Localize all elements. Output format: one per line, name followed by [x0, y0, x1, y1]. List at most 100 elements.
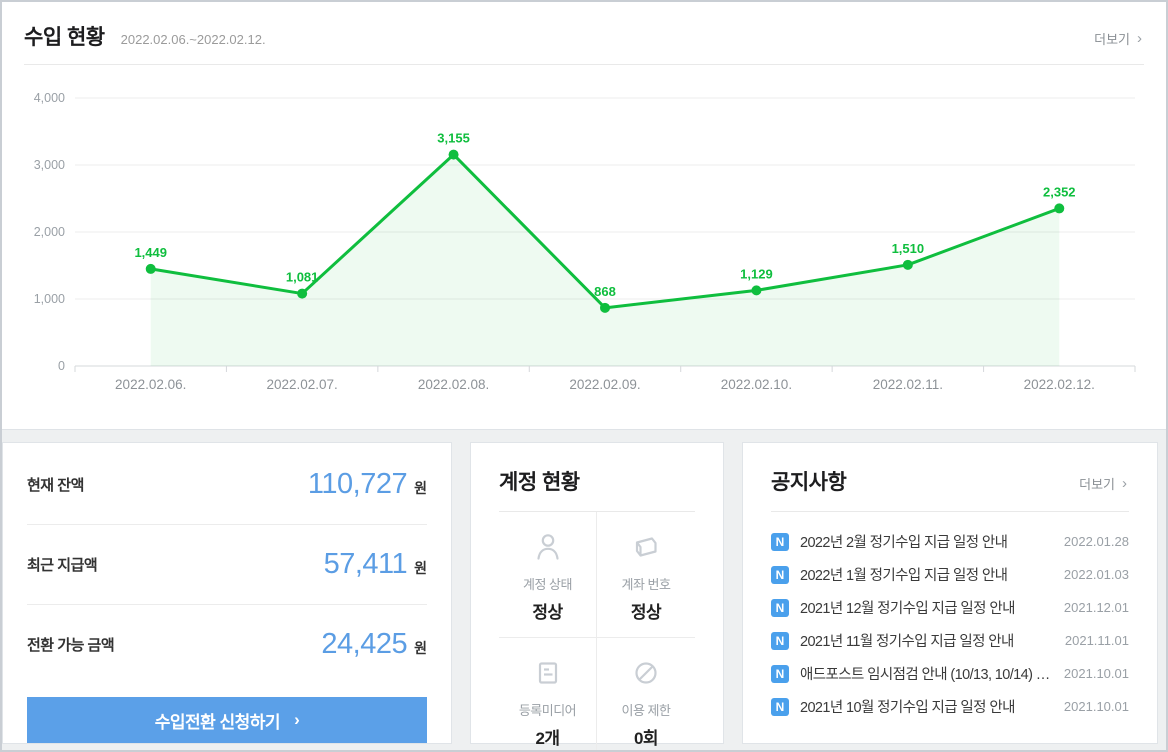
chart-point-label: 1,510: [892, 241, 925, 256]
notice-title: 2022년 1월 정기수입 지급 일정 안내: [800, 568, 1008, 584]
chart-point: [448, 149, 459, 160]
notice-item[interactable]: N 2021년 12월 정기수입 지급 일정 안내 2021.12.01: [771, 591, 1129, 624]
account-status-cell: 등록미디어 2개: [499, 638, 597, 750]
notice-badge-icon: N: [771, 631, 789, 650]
notice-item[interactable]: N 애드포스트 임시점검 안내 (10/13, 10/14) … 2021.10.0…: [771, 657, 1129, 690]
notice-badge-icon: N: [771, 598, 789, 617]
balance-row: 최근 지급액 57,411 원: [27, 525, 427, 605]
notice-title: 2021년 12월 정기수입 지급 일정 안내: [800, 601, 1015, 617]
account-status-value: 2개: [535, 729, 560, 748]
chevron-right-icon: ›: [1137, 30, 1142, 47]
income-panel-title: 수입 현황: [24, 26, 105, 49]
notice-badge-icon: N: [771, 697, 789, 716]
y-axis-tick-label: 3,000: [34, 158, 65, 172]
income-more-link[interactable]: 더보기 ›: [1094, 29, 1142, 48]
notice-title: 2021년 11월 정기수입 지급 일정 안내: [800, 634, 1014, 650]
media-doc-icon: [503, 655, 592, 691]
balance-value: 110,727: [307, 468, 408, 500]
chevron-right-icon: ›: [294, 710, 300, 729]
balance-amount: 24,425 원: [321, 628, 427, 661]
account-status-grid: 계정 상태 정상 계좌 번호 정상 등록미디어 2개 이용 제한 0회: [499, 512, 695, 750]
account-status-label: 계정 상태: [523, 577, 572, 592]
income-date-range: 2022.02.06.~2022.02.12.: [120, 32, 266, 47]
balance-rows: 현재 잔액 110,727 원 최근 지급액 57,411 원 전환 가능 금액 24,425…: [27, 445, 427, 684]
notice-date: 2021.10.01: [1063, 666, 1129, 681]
account-panel-title: 계정 현황: [499, 443, 695, 512]
account-status-panel: 계정 현황 계정 상태 정상 계좌 번호 정상 등록미디어 2개 이용 제한 0회: [470, 442, 724, 750]
account-status-value: 정상: [532, 603, 563, 622]
balance-amount: 57,411 원: [324, 548, 427, 581]
balance-label: 전환 가능 금액: [27, 637, 115, 654]
y-axis-tick-label: 1,000: [34, 292, 65, 306]
balance-label: 최근 지급액: [27, 557, 98, 574]
x-axis-label: 2022.02.07.: [266, 377, 337, 392]
chevron-right-icon: ›: [1122, 475, 1127, 492]
income-convert-button[interactable]: 수입전환 신청하기 ›: [27, 697, 427, 743]
account-status-cell: 이용 제한 0회: [597, 638, 695, 750]
block-icon: [601, 655, 691, 691]
chart-point: [145, 263, 156, 274]
notice-more-link[interactable]: 더보기 ›: [1079, 474, 1127, 493]
income-panel-header: 수입 현황 2022.02.06.~2022.02.12. 더보기 ›: [24, 2, 1144, 65]
account-status-label: 계좌 번호: [621, 577, 671, 592]
notice-panel-header: 공지사항 더보기 ›: [771, 443, 1129, 512]
balance-unit: 원: [414, 560, 427, 576]
x-axis-label: 2022.02.12.: [1024, 377, 1095, 392]
balance-value: 24,425: [321, 628, 408, 660]
notice-list: N 2022년 2월 정기수입 지급 일정 안내 2022.01.28 N 2022년 …: [771, 525, 1129, 723]
notice-item[interactable]: N 2022년 2월 정기수입 지급 일정 안내 2022.01.28: [771, 525, 1129, 558]
notice-item[interactable]: N 2021년 10월 정기수입 지급 일정 안내 2021.10.01: [771, 690, 1129, 723]
notice-item[interactable]: N 2022년 1월 정기수입 지급 일정 안내 2022.01.03: [771, 558, 1129, 591]
x-axis-label: 2022.02.09.: [569, 377, 640, 392]
user-icon: [503, 529, 592, 565]
balance-value: 57,411: [323, 548, 408, 580]
notice-panel-title: 공지사항: [771, 471, 847, 494]
bankbook-icon: [601, 529, 691, 565]
balance-row: 현재 잔액 110,727 원: [27, 445, 427, 525]
chart-point-label: 1,449: [134, 245, 167, 260]
y-axis-tick-label: 4,000: [34, 91, 65, 105]
chart-point-label: 3,155: [437, 131, 470, 146]
notice-title: 2022년 2월 정기수입 지급 일정 안내: [800, 535, 1008, 551]
x-axis-label: 2022.02.08.: [418, 377, 489, 392]
chart-point-label: 1,129: [740, 266, 773, 281]
chart-point: [902, 259, 913, 270]
notice-title: 애드포스트 임시점검 안내 (10/13, 10/14) …: [800, 667, 1050, 683]
notice-badge-icon: N: [771, 565, 789, 584]
chart-point: [600, 302, 610, 313]
notice-badge-icon: N: [771, 664, 789, 683]
notice-date: 2021.12.01: [1063, 600, 1129, 615]
income-more-label: 더보기: [1094, 32, 1130, 47]
account-status-value: 0회: [633, 729, 659, 748]
account-status-label: 이용 제한: [621, 703, 671, 718]
chart-point: [751, 285, 762, 296]
y-axis-tick-label: 0: [58, 359, 65, 373]
notice-item[interactable]: N 2021년 11월 정기수입 지급 일정 안내 2021.11.01: [771, 624, 1129, 657]
x-axis-label: 2022.02.06.: [115, 377, 186, 392]
chart-point: [297, 288, 308, 299]
x-axis-label: 2022.02.11.: [873, 377, 943, 392]
notice-badge-icon: N: [771, 532, 789, 551]
account-status-value: 정상: [630, 603, 662, 622]
chart-point-label: 868: [594, 284, 616, 299]
income-convert-button-label: 수입전환 신청하기: [154, 712, 281, 732]
notice-panel: 공지사항 더보기 › N 2022년 2월 정기수입 지급 일정 안내 2022.0…: [742, 442, 1158, 744]
income-line-chart: 0 1,000 2,000 3,000 4,000 2022.02.06. 2022.02.…: [34, 91, 1136, 392]
income-chart-area: 0 1,000 2,000 3,000 4,000 2022.02.06. 2022.02.…: [2, 65, 1166, 406]
notice-more-label: 더보기: [1079, 477, 1115, 492]
balance-row: 전환 가능 금액 24,425 원: [27, 605, 427, 684]
chart-area-fill: [150, 154, 1060, 366]
notice-date: 2021.11.01: [1064, 633, 1129, 648]
y-axis-tick-label: 2,000: [34, 225, 65, 239]
notice-date: 2021.10.01: [1063, 699, 1129, 714]
account-status-label: 등록미디어: [518, 703, 577, 718]
balance-label: 현재 잔액: [27, 477, 84, 494]
chart-point-label: 1,081: [286, 270, 319, 285]
notice-title: 2021년 10월 정기수입 지급 일정 안내: [800, 700, 1015, 716]
chart-point: [1054, 203, 1065, 214]
balance-unit: 원: [414, 640, 427, 656]
notice-date: 2022.01.03: [1063, 567, 1129, 582]
chart-point-label: 2,352: [1043, 184, 1076, 199]
